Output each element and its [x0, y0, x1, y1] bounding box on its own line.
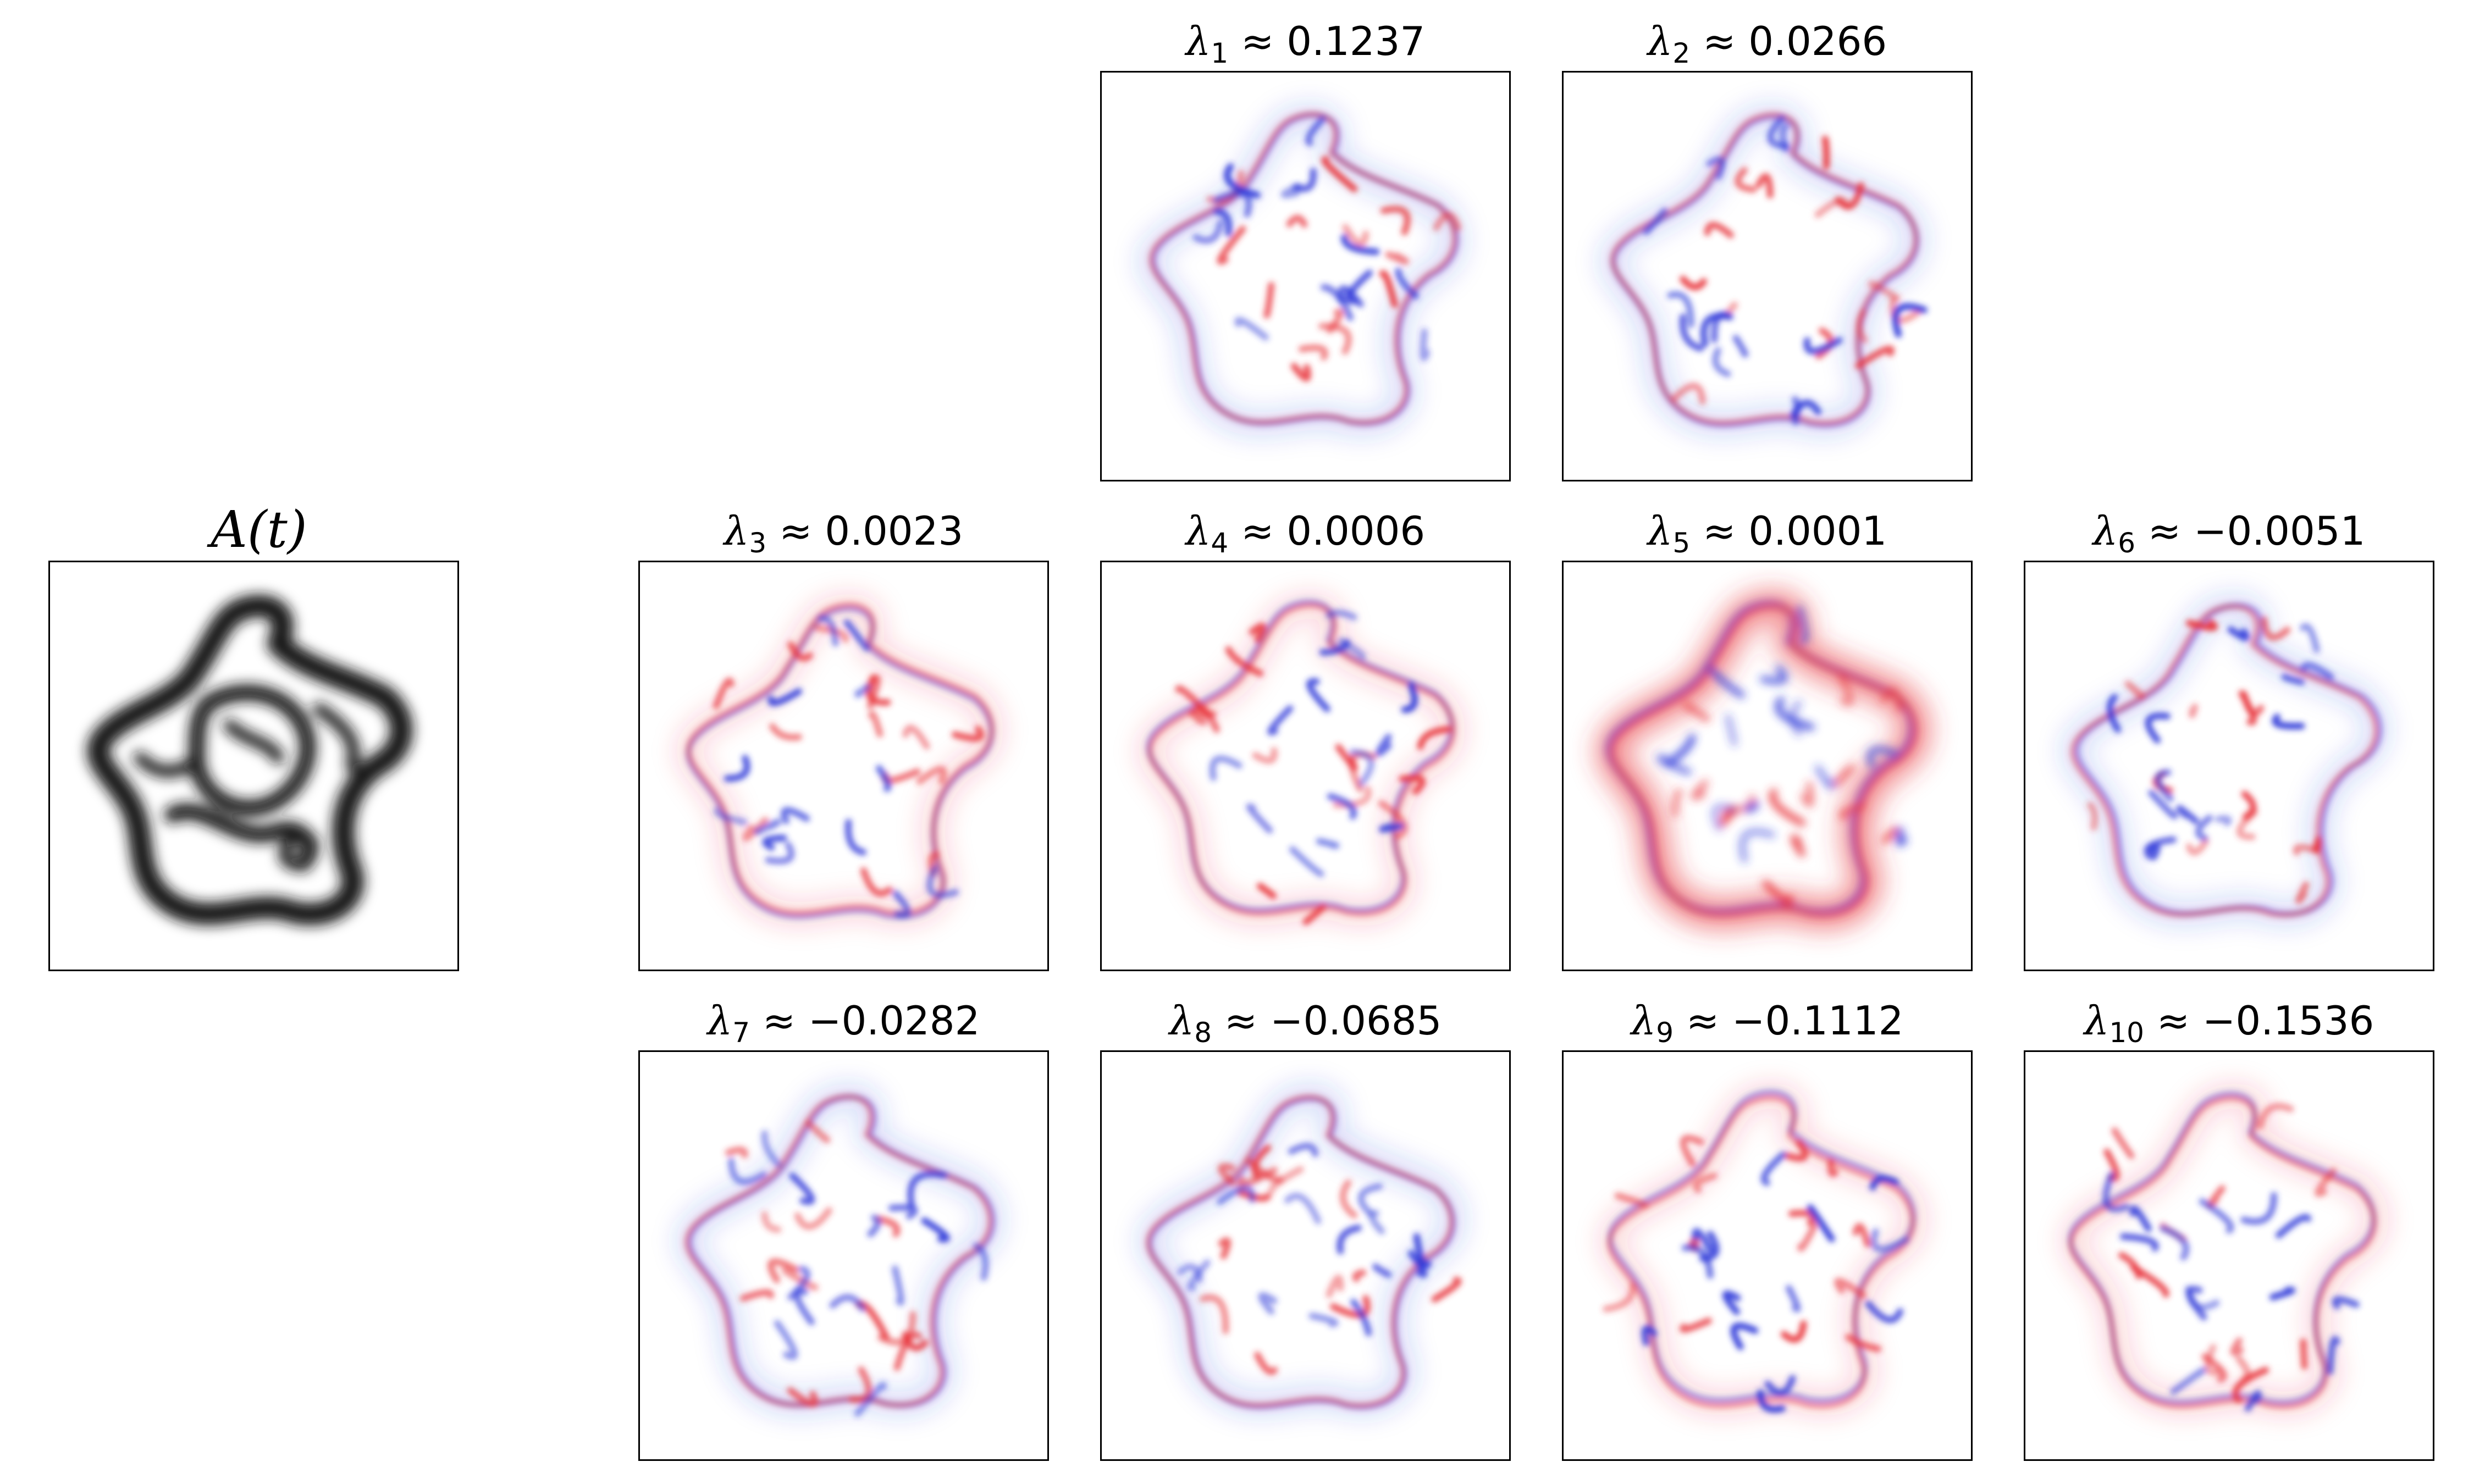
mode-eigenvalue: ≈ −0.0685 [1212, 998, 1442, 1044]
mode-title-2: λ2 ≈ 0.0266 [1520, 21, 2015, 67]
lambda-symbol: λ [724, 508, 749, 554]
mode-title-7: λ7 ≈ −0.0282 [597, 1001, 1091, 1046]
mode-eigenvalue: ≈ −0.0051 [2135, 508, 2366, 554]
mode-image-2 [1562, 71, 1973, 481]
lambda-symbol: λ [707, 998, 733, 1044]
mode-index: 5 [1672, 527, 1691, 559]
mode-title-4: λ4 ≈ 0.0006 [1058, 511, 1553, 557]
mode-image-10 [2024, 1050, 2434, 1461]
mode-title-6: λ6 ≈ −0.0051 [1982, 511, 2474, 557]
mode-eigenvalue: ≈ 0.0006 [1228, 508, 1426, 554]
lambda-symbol: λ [2092, 508, 2118, 554]
mode-title-8: λ8 ≈ −0.0685 [1058, 1001, 1553, 1046]
mode-eigenvalue: ≈ 0.0266 [1690, 18, 1887, 64]
mode-index: 6 [2118, 527, 2136, 559]
lambda-symbol: λ [2084, 998, 2109, 1044]
mode-eigenvalue: ≈ 0.0001 [1690, 508, 1887, 554]
mode-title-1: λ1 ≈ 0.1237 [1058, 21, 1553, 67]
mode-image-5 [1562, 561, 1973, 971]
lambda-symbol: λ [1185, 508, 1211, 554]
mode-image-9 [1562, 1050, 1973, 1461]
mode-eigenvalue: ≈ 0.0023 [766, 508, 964, 554]
mode-title-5: λ5 ≈ 0.0001 [1520, 511, 2015, 557]
mode-image-3 [638, 561, 1049, 971]
mode-eigenvalue: ≈ −0.1112 [1674, 998, 1904, 1044]
lambda-symbol: λ [1185, 18, 1211, 64]
mode-index: 8 [1194, 1017, 1212, 1049]
input-field-image [48, 561, 459, 971]
mode-image-8 [1100, 1050, 1511, 1461]
mode-index: 3 [749, 527, 767, 559]
mode-index: 2 [1672, 37, 1691, 69]
mode-title-9: λ9 ≈ −0.1112 [1520, 1001, 2015, 1046]
mode-title-3: λ3 ≈ 0.0023 [597, 511, 1091, 557]
lambda-symbol: λ [1631, 998, 1656, 1044]
mode-index: 4 [1211, 527, 1229, 559]
mode-image-7 [638, 1050, 1049, 1461]
input-panel-title: A(t) [211, 500, 307, 559]
mode-eigenvalue: ≈ −0.1536 [2144, 998, 2374, 1044]
mode-eigenvalue: ≈ −0.0282 [750, 998, 980, 1044]
mode-title-10: λ10 ≈ −0.1536 [1982, 1001, 2474, 1046]
lambda-symbol: λ [1647, 508, 1673, 554]
mode-index: 7 [732, 1017, 750, 1049]
mode-image-1 [1100, 71, 1511, 481]
mode-index: 9 [1656, 1017, 1674, 1049]
lambda-symbol: λ [1169, 998, 1195, 1044]
mode-image-6 [2024, 561, 2434, 971]
mode-eigenvalue: ≈ 0.1237 [1228, 18, 1426, 64]
lambda-symbol: λ [1647, 18, 1673, 64]
mode-index: 1 [1211, 37, 1229, 69]
mode-image-4 [1100, 561, 1511, 971]
mode-index: 10 [2109, 1017, 2144, 1049]
